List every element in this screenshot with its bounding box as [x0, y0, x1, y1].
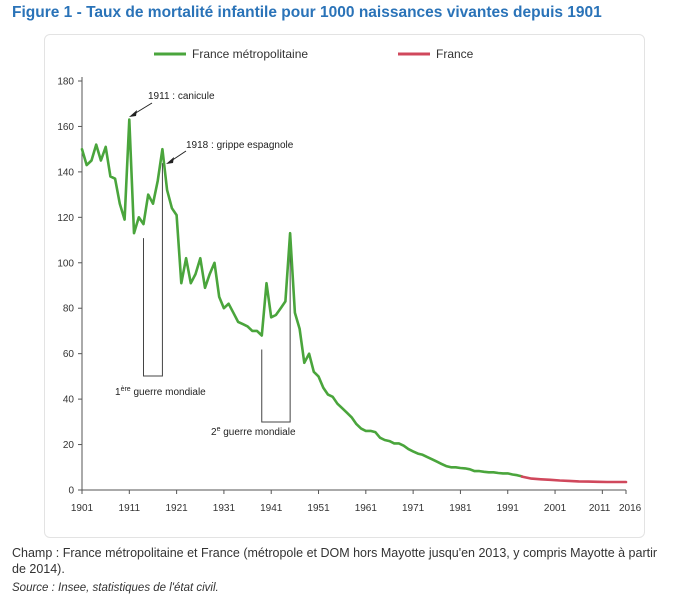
y-tick-label: 120 [57, 213, 74, 224]
annotation-ww2-label: 2e guerre mondiale [211, 426, 296, 438]
y-tick-label: 20 [63, 440, 75, 451]
annotation-ww1-text: guerre mondiale [131, 387, 206, 398]
x-tick-label: 1971 [402, 503, 425, 514]
x-tick-label: 1931 [213, 503, 236, 514]
y-tick-label: 0 [68, 486, 74, 497]
arrowhead-icon [129, 110, 137, 117]
x-tick-label: 1991 [497, 503, 520, 514]
legend-label-metro: France métropolitaine [192, 47, 308, 61]
champ-note: Champ : France métropolitaine et France … [12, 546, 658, 576]
source-note: Source : Insee, statistiques de l'état c… [12, 582, 219, 594]
annotation-ww1-label: 1ère guerre mondiale [115, 386, 206, 398]
war-bracket [261, 247, 291, 423]
war-brackets [142, 163, 291, 423]
x-axis: 1901 1911 1921 1931 1941 1951 1961 1971 1981 1991… [71, 489, 642, 514]
line-chart: France métropolitaine France 0 20 40 60 80 10… [57, 47, 642, 514]
y-axis: 0 20 40 60 80 100 120 140 160 180 [57, 77, 83, 497]
y-tick-label: 40 [63, 395, 75, 406]
figure-title: Figure 1 - Taux de mortalité infantile p… [12, 4, 602, 21]
annotation-canicule-label: 1911 : canicule [148, 91, 215, 102]
annotation-grippe: 1918 : grippe espagnole [166, 140, 294, 164]
y-tick-label: 100 [57, 258, 74, 269]
series-layer [80, 118, 628, 484]
x-tick-label: 1981 [449, 503, 472, 514]
annotation-grippe-label: 1918 : grippe espagnole [186, 140, 294, 151]
series-line-france [520, 475, 628, 484]
y-tick-label: 180 [57, 77, 74, 88]
war-bracket [142, 163, 163, 377]
legend-label-france: France [436, 47, 474, 61]
annotation-canicule: 1911 : canicule [129, 91, 215, 117]
x-tick-label: 1941 [260, 503, 283, 514]
annotation-ww1-superscript: ère [121, 386, 131, 393]
annotation-canicule-arrow [133, 102, 153, 115]
x-tick-label: 1921 [165, 503, 188, 514]
arrowhead-icon [166, 157, 174, 164]
annotation-ww2-superscript: e [217, 426, 221, 433]
x-tick-label: 1961 [355, 503, 378, 514]
y-tick-label: 60 [63, 349, 75, 360]
y-tick-label: 140 [57, 167, 74, 178]
legend: France métropolitaine France [154, 47, 474, 61]
x-tick-label: 2001 [544, 503, 567, 514]
annotation-ww2-text: guerre mondiale [220, 427, 295, 438]
x-tick-label: 1911 [119, 503, 141, 514]
series-line-france-metropolitaine [80, 118, 524, 478]
x-tick-label: 2016 [619, 503, 642, 514]
y-tick-label: 160 [57, 122, 74, 133]
x-tick-label: 1901 [71, 503, 94, 514]
x-tick-label: 1951 [307, 503, 330, 514]
y-tick-label: 80 [63, 304, 75, 315]
x-tick-label: 2011 [589, 503, 611, 514]
chart-frame [44, 34, 645, 538]
